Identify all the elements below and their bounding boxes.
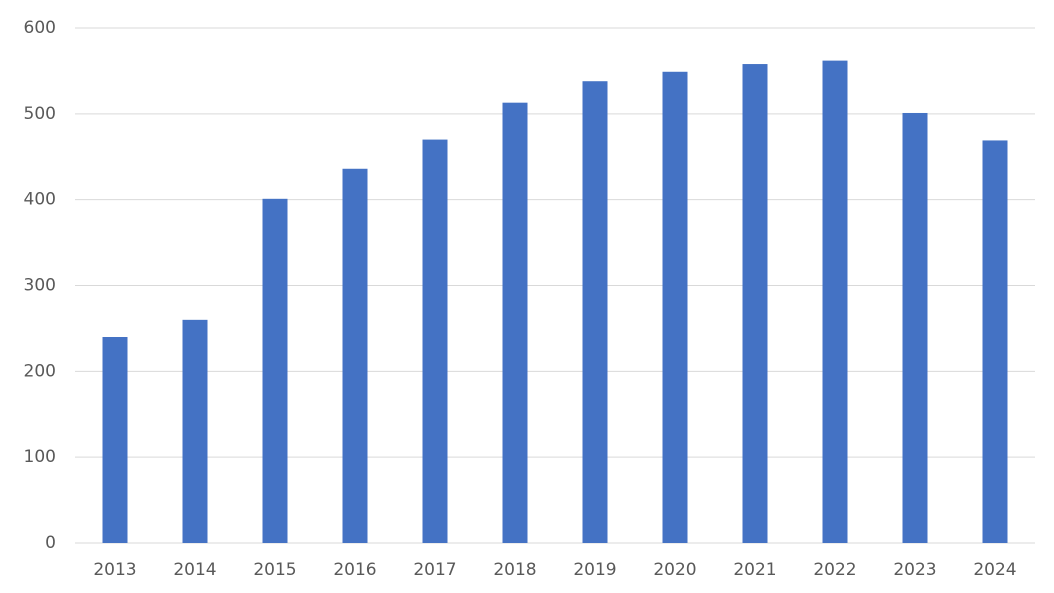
x-tick-label: 2015 bbox=[253, 560, 296, 580]
bar bbox=[102, 337, 128, 543]
y-tick-label: 500 bbox=[24, 104, 56, 124]
y-tick-label: 300 bbox=[24, 276, 56, 296]
x-tick-label: 2021 bbox=[733, 560, 776, 580]
x-tick-label: 2014 bbox=[173, 560, 216, 580]
y-tick-label: 100 bbox=[24, 447, 56, 467]
x-tick-label: 2019 bbox=[573, 560, 616, 580]
x-tick-label: 2013 bbox=[93, 560, 136, 580]
bar bbox=[262, 198, 288, 543]
bar bbox=[982, 140, 1008, 544]
x-tick-label: 2020 bbox=[653, 560, 696, 580]
bar bbox=[342, 168, 368, 543]
y-tick-label: 0 bbox=[45, 533, 56, 553]
y-tick-label: 200 bbox=[24, 361, 56, 381]
bar bbox=[822, 60, 848, 543]
bar bbox=[502, 102, 528, 544]
x-tick-label: 2016 bbox=[333, 560, 376, 580]
y-tick-label: 600 bbox=[24, 18, 56, 38]
bar bbox=[902, 112, 928, 543]
x-tick-label: 2022 bbox=[813, 560, 856, 580]
bar bbox=[662, 71, 688, 544]
bar bbox=[182, 319, 208, 543]
bar bbox=[422, 139, 448, 544]
x-tick-label: 2017 bbox=[413, 560, 456, 580]
y-tick-label: 400 bbox=[24, 190, 56, 210]
x-tick-label: 2018 bbox=[493, 560, 536, 580]
bar bbox=[582, 81, 608, 543]
x-tick-label: 2023 bbox=[893, 560, 936, 580]
bar bbox=[742, 64, 768, 544]
x-tick-label: 2024 bbox=[973, 560, 1016, 580]
